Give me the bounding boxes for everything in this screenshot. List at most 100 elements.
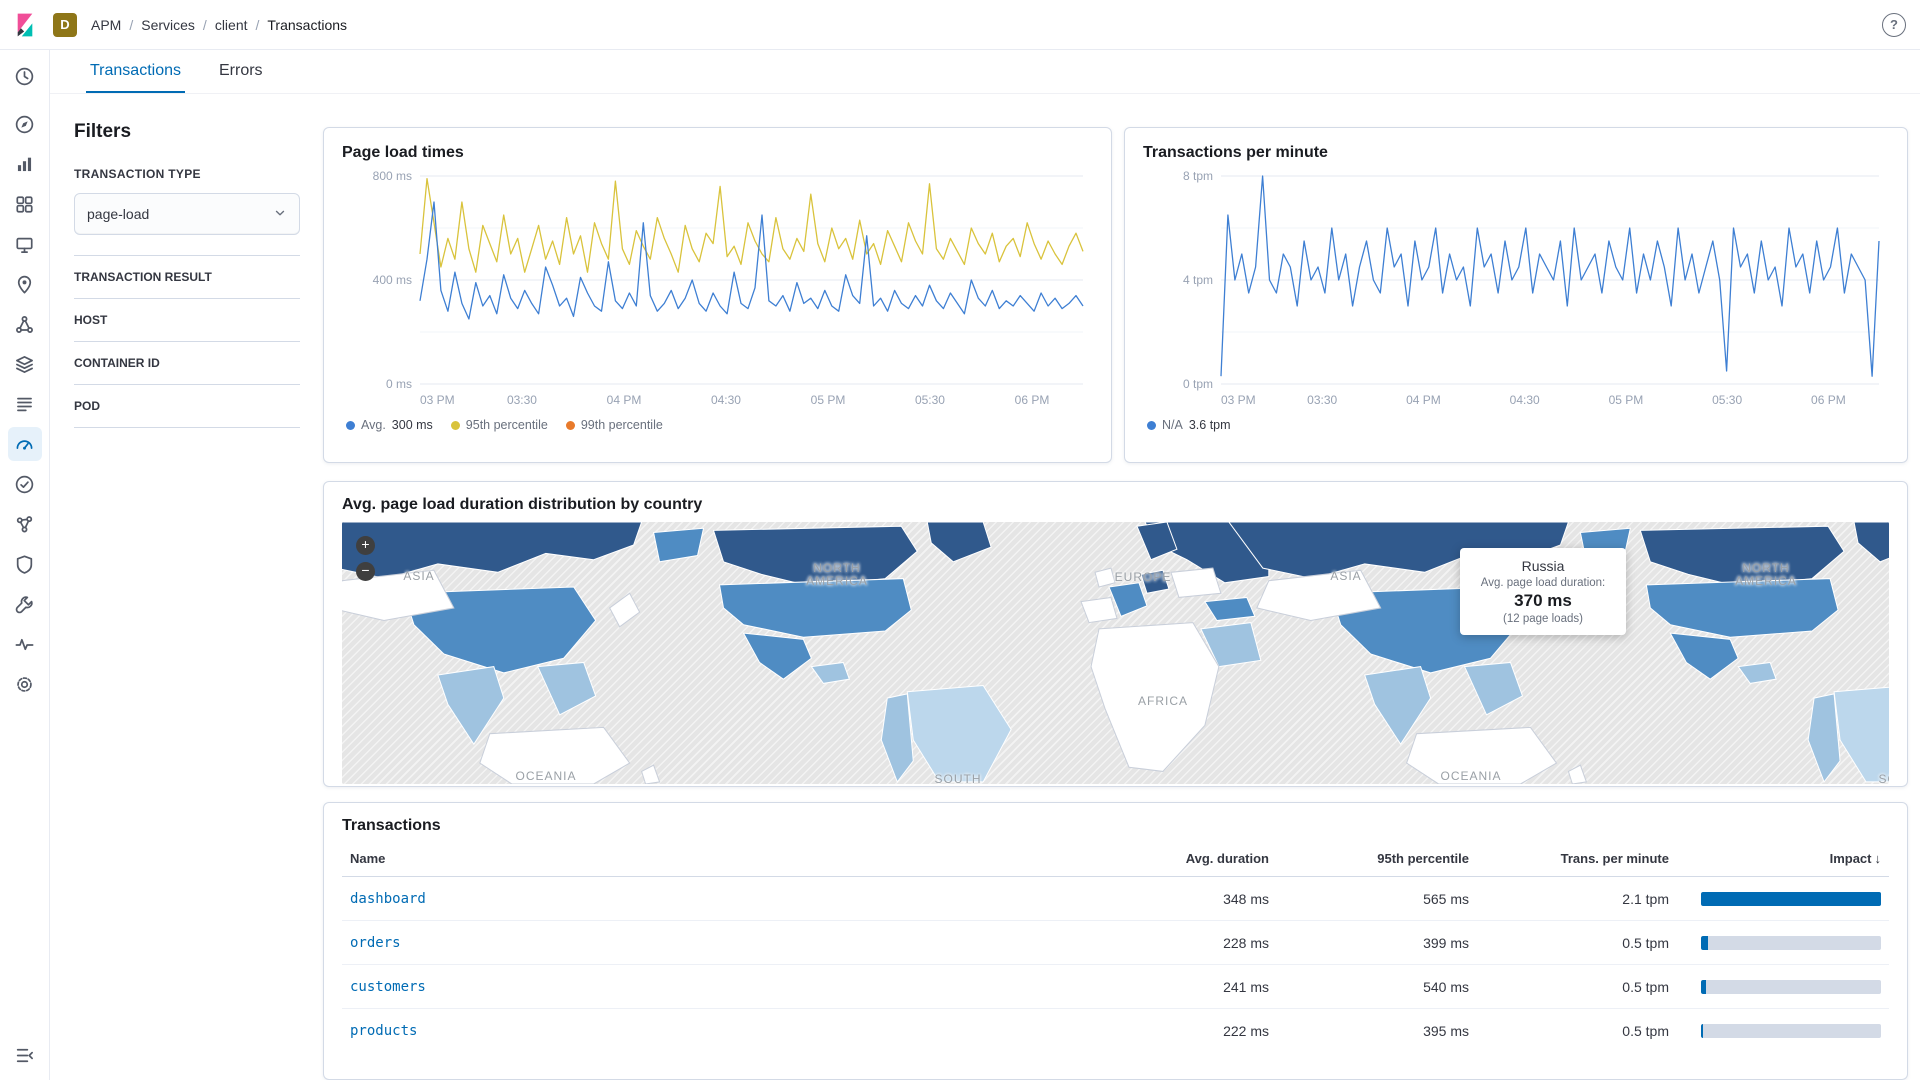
transaction-link[interactable]: dashboard <box>350 891 426 907</box>
filters-panel: Filters TRANSACTION TYPE page-load TRANS… <box>74 121 300 428</box>
space-badge[interactable]: D <box>53 12 77 37</box>
sidebar-item-dashboard[interactable] <box>8 187 42 221</box>
transaction-link[interactable]: customers <box>350 979 426 995</box>
column-header-avg-duration[interactable]: Avg. duration <box>1107 841 1277 877</box>
transactions-per-minute-card: Transactions per minute 0 tpm 4 tpm 8 tpm 0… <box>1124 127 1908 463</box>
cell-95th-percentile: 565 ms <box>1277 876 1477 921</box>
tab-transactions[interactable]: Transactions <box>86 49 185 93</box>
infrastructure-icon <box>16 355 33 373</box>
logs-icon <box>17 397 32 411</box>
sidebar-item-uptime[interactable] <box>8 467 42 501</box>
transactions-table-title: Transactions <box>342 817 441 834</box>
legend-item[interactable]: 95th percentile <box>450 418 548 432</box>
svg-text:05:30: 05:30 <box>1712 393 1742 407</box>
breadcrumb-services[interactable]: Services <box>141 16 195 33</box>
legend-dot-icon <box>1147 420 1156 430</box>
kibana-logo-icon <box>17 13 32 36</box>
column-header-impact[interactable]: Impact ↓ <box>1677 841 1889 877</box>
filter-section-transaction-result[interactable]: TRANSACTION RESULT <box>74 255 300 298</box>
tooltip-country: Russia <box>1521 558 1565 574</box>
world-map-svg <box>342 522 1889 784</box>
transaction-type-value: page-load <box>87 206 150 222</box>
map-zoom-controls: + − <box>356 536 375 581</box>
column-header-trans-per-minute[interactable]: Trans. per minute <box>1477 841 1677 877</box>
sidebar-item-canvas[interactable] <box>8 227 42 261</box>
sidebar-item-visualize[interactable] <box>8 147 42 181</box>
management-icon <box>17 676 32 692</box>
breadcrumb-apm[interactable]: APM <box>91 16 122 33</box>
zoom-out-icon[interactable]: − <box>356 562 375 581</box>
svg-text:0 tpm: 0 tpm <box>1183 377 1213 391</box>
main-content: Transactions Errors Filters TRANSACTION … <box>49 49 1920 1080</box>
cell-name: orders <box>342 920 1107 965</box>
transaction-type-label: TRANSACTION TYPE <box>74 167 201 181</box>
column-header-95th-percentile[interactable]: 95th percentile <box>1277 841 1477 877</box>
sidebar-item-dev-tools[interactable] <box>8 587 42 621</box>
transactions-table-card: Transactions Name Avg. duration 95th per… <box>323 802 1908 1080</box>
cell-trans-per-minute: 0.5 tpm <box>1622 1022 1669 1039</box>
sidebar-item-siem[interactable] <box>8 547 42 581</box>
table-row: products 222 ms 395 ms 0.5 tpm <box>342 1009 1889 1053</box>
cell-impact <box>1677 920 1889 965</box>
tooltip-value: 370 ms <box>1514 591 1572 610</box>
sidebar-item-graph[interactable] <box>8 507 42 541</box>
sidebar-item-discover[interactable] <box>8 107 42 141</box>
legend-item[interactable]: Avg. 300 ms <box>346 418 433 432</box>
svg-text:8 tpm: 8 tpm <box>1183 169 1213 183</box>
kibana-logo[interactable] <box>0 0 49 49</box>
svg-text:05:30: 05:30 <box>915 393 945 407</box>
sidebar-item-logs[interactable] <box>8 387 42 421</box>
transaction-link[interactable]: orders <box>350 935 401 951</box>
sidebar-item-apm[interactable] <box>7 427 42 461</box>
page-load-times-card: Page load times 0 ms 400 ms 800 ms 03 PM 03:… <box>323 127 1112 463</box>
filter-section-container-id[interactable]: CONTAINER ID <box>74 341 300 384</box>
sort-desc-icon: ↓ <box>1874 851 1882 866</box>
transaction-type-select[interactable]: page-load <box>74 193 300 235</box>
legend-dot-icon <box>450 420 460 430</box>
legend-label: N/A <box>1162 418 1183 432</box>
cell-95th-percentile: 540 ms <box>1277 964 1477 1009</box>
chevron-down-icon <box>273 206 287 223</box>
tab-errors[interactable]: Errors <box>219 62 263 79</box>
sidebar-item-collapse-nav[interactable] <box>8 1038 42 1072</box>
filters-title: Filters <box>74 121 132 142</box>
cell-impact <box>1677 1009 1889 1053</box>
page-load-times-chart[interactable]: 0 ms 400 ms 800 ms 03 PM 03:30 04 PM 04:30 05 P… <box>342 164 1095 416</box>
sidebar-item-machine-learning[interactable] <box>8 307 42 341</box>
breadcrumb-client[interactable]: client <box>214 16 248 33</box>
legend-item[interactable]: N/A 3.6 tpm <box>1147 418 1231 432</box>
help-icon[interactable]: ? <box>1882 12 1906 37</box>
sidebar-item-maps[interactable] <box>8 267 42 301</box>
page-tabs: Transactions Errors <box>49 49 1920 94</box>
filter-sections: TRANSACTION RESULT HOST CONTAINER ID POD <box>74 255 300 428</box>
filter-section-pod[interactable]: POD <box>74 384 300 427</box>
apm-icon <box>16 439 33 450</box>
top-bar: D APM / Services / client / Transactions… <box>0 0 1920 50</box>
zoom-in-icon[interactable]: + <box>356 536 375 555</box>
legend-item[interactable]: 99th percentile <box>565 418 663 432</box>
world-map[interactable]: ASIA NORTH AMERICA EUROPE ASIA NORTH AME… <box>342 522 1889 784</box>
legend-label: 95th percentile <box>465 418 548 432</box>
transactions-per-minute-legend: N/A 3.6 tpm <box>1143 418 1889 432</box>
breadcrumb-separator: / <box>255 16 260 33</box>
collapse-nav-icon <box>16 1048 33 1062</box>
svg-text:03:30: 03:30 <box>507 393 537 407</box>
sidebar-item-infrastructure[interactable] <box>8 347 42 381</box>
sidebar-item-monitoring[interactable] <box>8 627 42 661</box>
filter-section-host[interactable]: HOST <box>74 298 300 341</box>
svg-text:06 PM: 06 PM <box>1015 393 1050 407</box>
svg-text:04 PM: 04 PM <box>607 393 642 407</box>
cell-trans-per-minute: 0.5 tpm <box>1477 964 1677 1009</box>
tooltip-metric: Avg. page load duration: <box>1480 577 1606 589</box>
sidebar-item-management[interactable] <box>8 667 42 701</box>
column-header-name[interactable]: Name <box>342 841 1107 877</box>
transaction-link[interactable]: products <box>350 1023 418 1039</box>
transactions-per-minute-chart[interactable]: 0 tpm 4 tpm 8 tpm 03 PM 03:30 04 PM 04:30 05 PM… <box>1143 164 1891 416</box>
svg-text:800 ms: 800 ms <box>373 169 412 183</box>
cell-avg-duration: 241 ms <box>1107 964 1277 1009</box>
monitoring-icon <box>15 638 34 650</box>
tooltip-note: (12 page loads) <box>1503 613 1583 625</box>
svg-text:06 PM: 06 PM <box>1811 393 1846 407</box>
table-row: customers 241 ms 540 ms 0.5 tpm <box>342 964 1889 1009</box>
sidebar-item-recently-viewed[interactable] <box>8 59 42 93</box>
